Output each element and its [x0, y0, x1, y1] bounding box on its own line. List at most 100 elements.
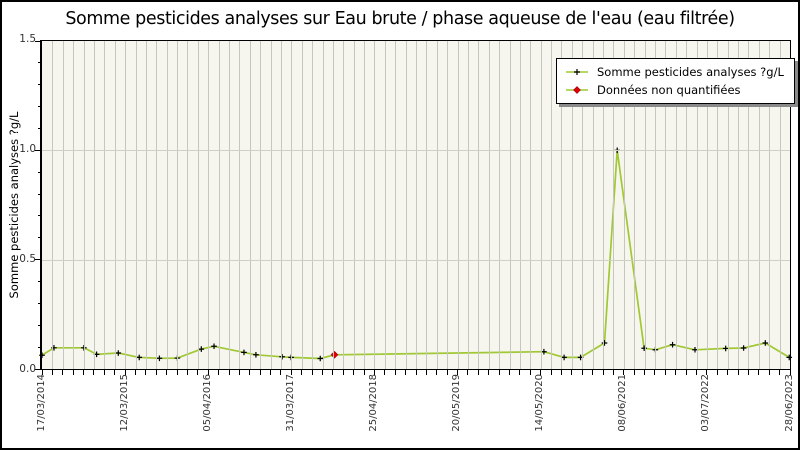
x-tick-label: 12/03/2015 — [118, 374, 130, 432]
x-tick — [415, 370, 417, 375]
x-tick — [654, 370, 656, 375]
x-tick — [207, 370, 209, 375]
x-tick-label: 03/07/2022 — [700, 374, 712, 432]
y-tick — [38, 237, 41, 239]
x-tick — [664, 370, 666, 375]
vertical-gridline — [436, 41, 438, 369]
horizontal-gridline — [42, 150, 790, 152]
x-tick — [477, 370, 479, 375]
vertical-gridline — [166, 41, 168, 369]
vertical-gridline — [467, 41, 469, 369]
vertical-gridline — [727, 41, 729, 369]
vertical-gridline — [696, 41, 698, 369]
x-tick-label: 28/06/2023 — [783, 374, 795, 432]
legend-box: Somme pesticides analyses ?g/L Données n… — [556, 58, 795, 104]
vertical-gridline — [125, 41, 127, 369]
x-tick — [197, 370, 199, 375]
x-tick-label: 31/03/2017 — [284, 374, 296, 432]
x-tick — [218, 370, 220, 375]
x-tick-label: 14/05/2020 — [534, 374, 546, 432]
x-tick — [51, 370, 53, 375]
x-tick — [737, 370, 739, 375]
data-point-marker — [288, 354, 294, 361]
x-tick — [249, 370, 251, 375]
x-tick — [509, 370, 510, 375]
y-tick — [38, 127, 41, 129]
x-tick — [114, 370, 116, 375]
vertical-gridline — [416, 41, 417, 369]
x-tick — [747, 370, 749, 375]
vertical-gridline — [571, 41, 573, 369]
y-tick-label: 1.5 — [19, 33, 36, 45]
data-point-marker — [156, 355, 163, 362]
legend-label-unquantified: Données non quantifiées — [597, 83, 741, 97]
x-tick — [592, 370, 594, 375]
y-tick — [38, 215, 41, 217]
vertical-gridline — [93, 41, 95, 369]
x-tick — [280, 370, 282, 375]
x-tick — [498, 370, 500, 375]
y-tick-label: 0.0 — [19, 363, 36, 375]
x-tick — [457, 370, 459, 375]
data-point-marker — [198, 346, 205, 352]
y-axis-title: Somme pesticides analyses ?g/L — [7, 111, 21, 299]
x-tick — [155, 370, 157, 375]
x-tick — [488, 370, 490, 375]
x-tick — [166, 370, 168, 375]
vertical-gridline — [364, 41, 366, 369]
x-tick — [623, 370, 625, 375]
data-point-marker — [279, 353, 285, 360]
vertical-gridline — [519, 41, 521, 369]
y-tick — [38, 302, 41, 304]
x-tick — [550, 370, 552, 375]
x-tick — [259, 370, 261, 375]
vertical-gridline — [738, 41, 740, 369]
x-tick — [228, 370, 230, 375]
vertical-gridline — [488, 41, 490, 369]
x-tick — [83, 370, 85, 375]
x-tick — [633, 370, 635, 375]
y-tick — [38, 62, 41, 64]
x-tick — [602, 370, 604, 375]
vertical-gridline — [52, 41, 54, 369]
x-tick — [519, 370, 521, 375]
data-point-marker — [211, 343, 217, 350]
x-tick — [644, 370, 646, 375]
vertical-gridline — [197, 41, 199, 369]
vertical-gridline — [561, 41, 563, 369]
vertical-gridline — [706, 41, 708, 369]
y-tick — [38, 106, 41, 108]
x-tick — [696, 370, 697, 375]
vertical-gridline — [758, 41, 760, 369]
vertical-gridline — [104, 41, 106, 369]
vertical-gridline — [457, 41, 459, 369]
vertical-gridline — [644, 41, 646, 369]
vertical-gridline — [623, 41, 625, 369]
x-tick — [779, 370, 781, 375]
data-point-marker — [601, 340, 608, 346]
vertical-gridline — [114, 41, 116, 369]
y-tick-label: 1.0 — [19, 143, 36, 155]
x-tick — [581, 370, 583, 375]
x-tick — [612, 370, 614, 375]
x-tick — [41, 370, 43, 375]
vertical-gridline — [353, 41, 355, 369]
x-tick — [93, 370, 95, 375]
x-tick — [716, 370, 718, 375]
vertical-gridline — [260, 41, 262, 369]
vertical-gridline — [478, 41, 480, 369]
x-tick — [238, 370, 240, 375]
vertical-gridline — [426, 41, 428, 369]
x-tick — [758, 370, 760, 375]
legend-item-unquantified: Données non quantifiées — [564, 81, 784, 99]
x-tick — [270, 370, 272, 375]
vertical-gridline — [291, 41, 293, 369]
x-tick-label: 17/03/2014 — [35, 374, 47, 432]
x-tick-label: 05/04/2016 — [201, 374, 213, 432]
x-tick — [124, 370, 126, 375]
vertical-gridline — [312, 41, 314, 369]
y-tick — [38, 84, 41, 86]
x-tick — [529, 370, 531, 375]
vertical-gridline — [343, 41, 345, 369]
y-tick — [38, 171, 41, 173]
